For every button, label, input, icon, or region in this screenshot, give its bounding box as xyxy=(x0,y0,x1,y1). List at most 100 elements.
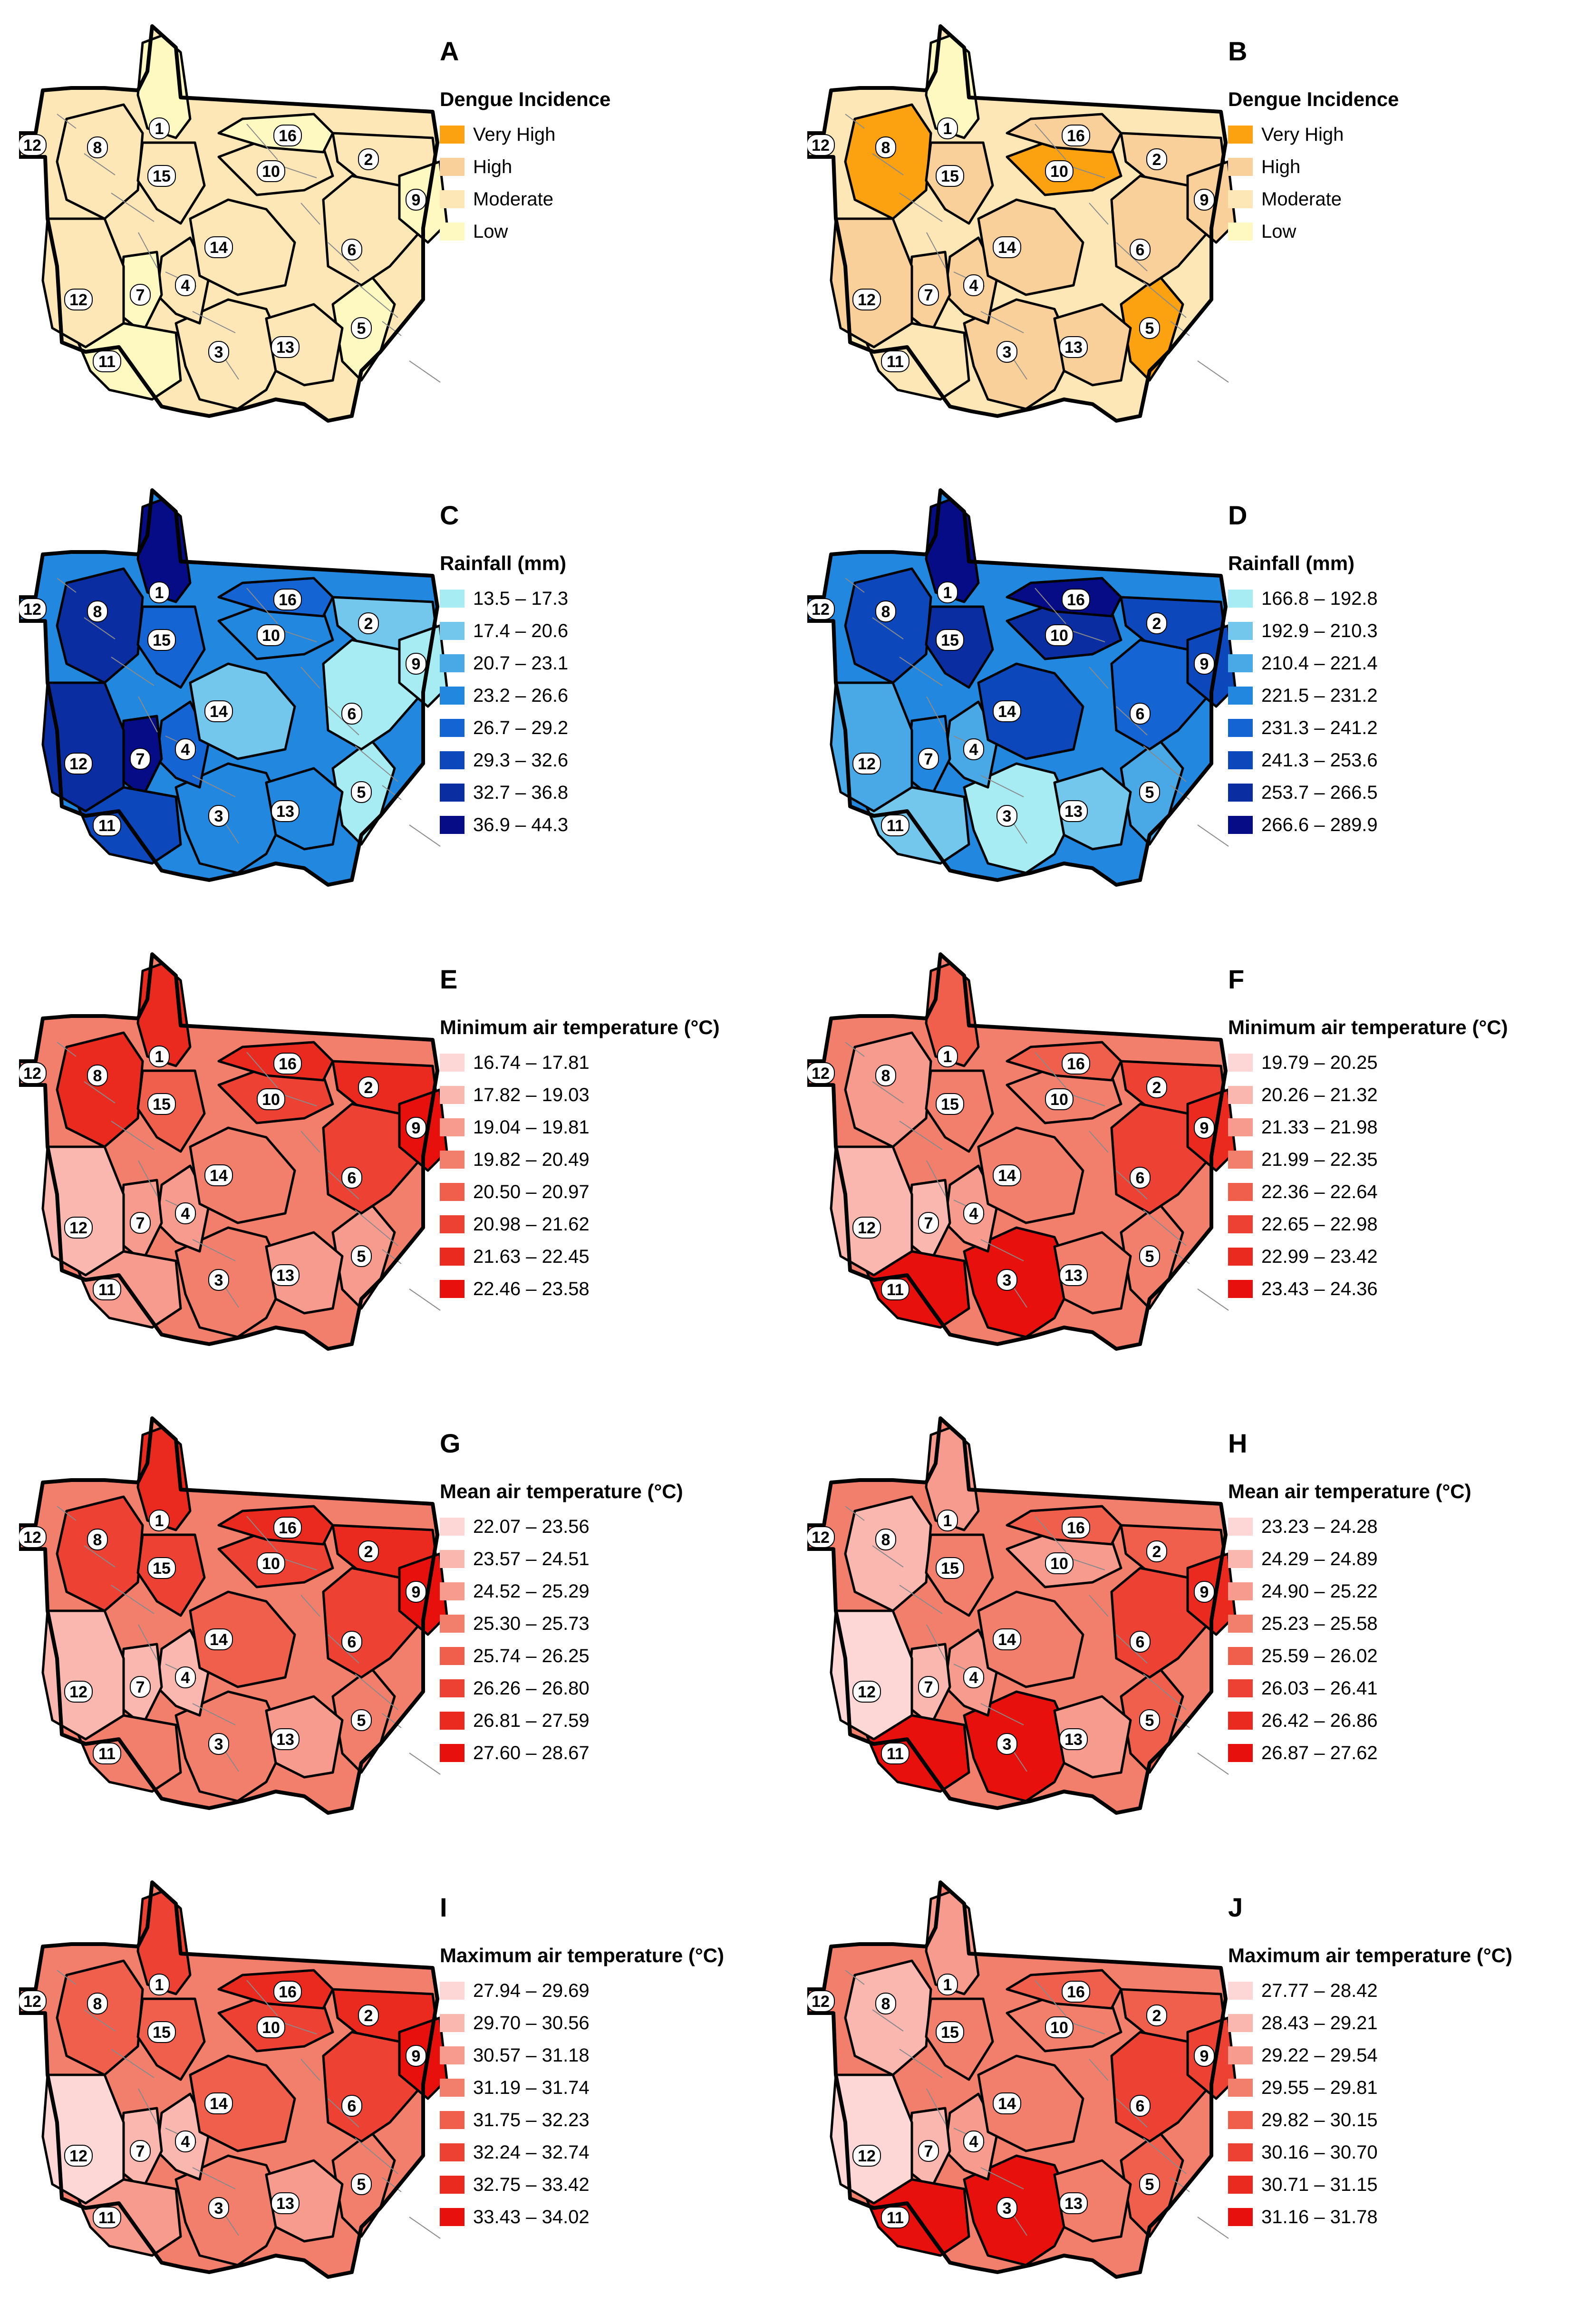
legend-item: 30.57 – 31.18 xyxy=(440,2039,724,2072)
panel-c: 1 2 3 4 5 6 7 8 9 10 11 12 13 14 15 16 12 C Rainfall (mm) 1… xyxy=(0,464,788,928)
health-region-14 xyxy=(977,662,1084,760)
legend-item: 23.57 – 24.51 xyxy=(440,1543,683,1575)
health-region-8 xyxy=(844,567,932,684)
region-label-7: 7 xyxy=(136,1678,145,1696)
region-label-badge xyxy=(963,1202,984,1224)
health-region-12 xyxy=(830,2073,913,2205)
health-region-3 xyxy=(174,1690,287,1802)
region-label-badge xyxy=(271,1264,300,1286)
legend-swatch xyxy=(1228,1615,1253,1633)
legend-item: 16.74 – 17.81 xyxy=(440,1046,720,1079)
legend-item: 192.9 – 210.3 xyxy=(1228,615,1378,647)
region-label-badge xyxy=(997,805,1017,827)
municipal-boundary xyxy=(1143,2138,1187,2174)
municipal-boundary xyxy=(845,1042,865,1057)
region-label-badge xyxy=(875,600,896,622)
region-label-1: 1 xyxy=(155,1976,164,1994)
legend-title: Dengue Incidence xyxy=(1228,88,1399,110)
region-label-16: 16 xyxy=(279,1519,297,1537)
choropleth-map: 1 2 3 4 5 6 7 8 9 10 11 12 13 14 15 16 12 xyxy=(19,947,475,1375)
region-label-badge xyxy=(1062,1517,1090,1539)
municipal-boundary xyxy=(899,193,943,222)
region-label-11: 11 xyxy=(98,1745,116,1763)
panel-f: 1 2 3 4 5 6 7 8 9 10 11 12 13 14 15 16 12 F Minimum air te… xyxy=(788,928,1577,1392)
health-region-8 xyxy=(56,1031,144,1148)
region-label-badge xyxy=(406,1117,426,1139)
legend-item: 27.60 – 28.67 xyxy=(440,1737,683,1769)
municipal-boundary xyxy=(192,1239,236,1261)
municipal-boundary xyxy=(382,1713,402,1728)
panel-j: 1 2 3 4 5 6 7 8 9 10 11 12 13 14 15 16 12 J Maximum air te… xyxy=(788,1856,1577,2320)
region-label-11: 11 xyxy=(98,817,116,835)
legend-swatch xyxy=(440,2208,464,2226)
municipal-boundary xyxy=(409,1753,441,1775)
region-label-badge xyxy=(918,284,939,306)
region-label-badge xyxy=(341,1631,362,1653)
region-label-7: 7 xyxy=(924,2142,933,2160)
legend-item: 22.36 – 22.64 xyxy=(1228,1176,1508,1208)
municipal-boundary xyxy=(246,588,278,624)
region-label-3: 3 xyxy=(1003,1735,1012,1753)
legend-item: 32.24 – 32.74 xyxy=(440,2136,724,2169)
region-label-10: 10 xyxy=(262,2019,280,2037)
region-label-badge xyxy=(1062,125,1090,146)
legend-item: 29.70 – 30.56 xyxy=(440,2007,724,2039)
panel-e: 1 2 3 4 5 6 7 8 9 10 11 12 13 14 15 16 12 E Minimum air te… xyxy=(0,928,788,1392)
region-label-5: 5 xyxy=(357,784,366,802)
region-label-badge xyxy=(1045,624,1074,646)
legend-item: 20.98 – 21.62 xyxy=(440,1208,720,1240)
legend-item: Low xyxy=(1228,215,1399,248)
region-label-15: 15 xyxy=(941,631,959,649)
municipal-boundary xyxy=(1143,1674,1187,1710)
municipal-boundary xyxy=(872,1081,904,1104)
municipal-boundary xyxy=(382,785,402,800)
region-label-badge xyxy=(273,1517,302,1539)
region-label-13: 13 xyxy=(1064,339,1083,357)
region-label-badge xyxy=(87,136,108,158)
municipal-boundary xyxy=(1089,2059,1109,2081)
legend-swatch xyxy=(1228,687,1253,705)
legend-label: 30.57 – 31.18 xyxy=(473,2044,590,2066)
region-label-badge xyxy=(341,703,362,725)
legend-swatch xyxy=(1228,2111,1253,2129)
choropleth-map: 1 2 3 4 5 6 7 8 9 10 11 12 13 14 15 16 12 xyxy=(19,19,475,447)
region-label-8: 8 xyxy=(93,1531,102,1549)
legend-label: 17.82 – 19.03 xyxy=(473,1084,590,1105)
municipal-boundary xyxy=(1170,2177,1190,2192)
health-region-12 xyxy=(41,1145,125,1277)
health-region-12 xyxy=(41,681,125,813)
region-label-badge xyxy=(19,1062,47,1084)
region-label-badge xyxy=(19,598,47,620)
legend-label: 32.7 – 36.8 xyxy=(473,782,569,803)
municipal-boundary xyxy=(382,2177,402,2192)
region-label-badge xyxy=(208,341,229,363)
region-label-1: 1 xyxy=(943,1048,952,1066)
region-label-badge xyxy=(852,753,881,775)
legend-swatch xyxy=(1228,2046,1253,2064)
region-label-8: 8 xyxy=(93,1067,102,1085)
legend-label: 21.99 – 22.35 xyxy=(1261,1149,1378,1170)
municipal-boundary xyxy=(246,1516,278,1552)
municipal-boundary xyxy=(980,2167,1024,2189)
region-label-2: 2 xyxy=(1152,1079,1161,1097)
health-region-13 xyxy=(265,303,344,387)
region-label-15: 15 xyxy=(941,1095,959,1114)
legend-label: 25.74 – 26.25 xyxy=(473,1645,590,1666)
region-label-3: 3 xyxy=(214,343,223,361)
region-label-badge xyxy=(351,1709,372,1731)
legend-item: 19.04 – 19.81 xyxy=(440,1111,720,1143)
region-label-2: 2 xyxy=(1152,615,1161,633)
legend-swatch xyxy=(440,784,464,802)
region-label-4: 4 xyxy=(181,277,190,295)
region-label-10: 10 xyxy=(1050,163,1068,181)
region-label-badge xyxy=(936,165,964,187)
region-label-badge xyxy=(64,289,93,310)
legend-swatch xyxy=(1228,816,1253,834)
legend-label: 27.94 – 29.69 xyxy=(473,1980,590,2001)
region-label-3: 3 xyxy=(214,2199,223,2217)
region-label-badge xyxy=(807,1990,835,2012)
municipal-boundary xyxy=(300,2059,320,2081)
region-label-badge xyxy=(351,1245,372,1267)
legend-item: 17.82 – 19.03 xyxy=(440,1079,720,1111)
region-label-16: 16 xyxy=(279,591,297,609)
